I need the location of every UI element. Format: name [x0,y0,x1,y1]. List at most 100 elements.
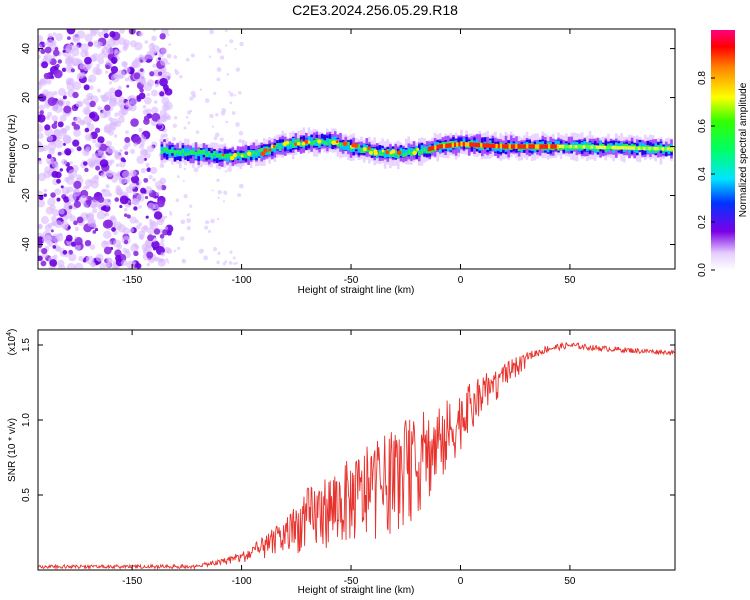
noise-point [189,204,193,208]
ridge-cell [370,148,374,153]
noise-point [146,167,152,172]
noise-point [92,139,97,144]
noise-point [124,178,130,184]
noise-point [38,159,43,165]
noise-point [74,226,79,232]
ridge-core [666,147,670,151]
ridge-cell [378,151,382,155]
noise-point [108,116,113,122]
ridge-hotspot [285,140,290,145]
noise-point [122,45,128,52]
ridge-cell [404,152,408,157]
noise-point [52,90,58,96]
noise-point [44,224,52,232]
ridge-core [464,142,468,147]
noise-point [51,161,59,169]
noise-point [114,151,123,160]
colorbar-tick-label: 0.4 [697,167,708,181]
noise-point [60,185,64,189]
ridge-core [482,143,485,148]
ridge-hotspot [246,151,252,156]
ridge-cell [199,152,203,161]
noise-point [56,178,61,184]
ridge-cell [425,149,429,154]
ridge-core [554,144,558,149]
noise-point [94,159,98,163]
spectrogram-x-axis: -150 -100 -50 0 50 [122,29,576,286]
noise-point [182,180,185,183]
ridge-core [429,146,433,151]
noise-point [85,151,89,155]
noise-point [154,83,159,88]
ridge-core [469,142,472,147]
noise-point [48,265,54,269]
noise-point [172,123,177,128]
ridge-cell [601,143,605,148]
noise-point [159,114,168,123]
ridge-cell [189,150,193,155]
noise-point [129,40,137,48]
spectrogram-x-label: Height of straight line (km) [298,285,415,296]
ridge-cell [194,153,198,160]
ridge-cell [588,147,592,151]
noise-point [140,187,147,194]
ridge-cell [199,149,203,155]
noise-point [157,71,163,76]
noise-point [164,88,173,96]
noise-point [72,81,82,91]
ridge-cell [207,151,211,155]
ridge-cell [221,154,224,159]
noise-point [44,166,52,174]
ridge-core [508,144,512,149]
noise-point [91,53,100,62]
noise-point [217,196,220,199]
noise-point [139,235,143,240]
noise-point [61,150,65,155]
noise-point [73,123,81,131]
noise-point [144,40,149,44]
noise-point [173,55,178,59]
noise-point [149,221,158,230]
noise-point [53,69,63,79]
noise-point [91,152,99,160]
ridge-cell [215,154,219,158]
noise-point [175,198,180,203]
noise-point [72,62,77,67]
snr-x-label: Height of straight line (km) [298,585,415,596]
ridge-core [552,144,555,149]
noise-point [164,108,168,112]
x-tick-label: -100 [232,275,252,286]
ridge-core [471,142,474,147]
ridge-core [534,144,538,149]
ridge-cell [186,152,190,156]
ridge-cell [160,150,164,155]
noise-point [104,104,111,111]
ridge-cell [446,145,450,152]
ridge-core [526,144,529,149]
noise-point [213,91,217,96]
ridge-core [449,143,452,148]
noise-point [183,194,188,199]
noise-point [129,182,136,190]
noise-point [168,43,172,47]
noise-point [167,62,171,65]
noise-point [123,207,128,212]
ridge-core [438,144,441,149]
ridge-cell [163,147,166,152]
noise-point [125,100,132,108]
noise-point [58,88,66,96]
noise-point [38,124,44,133]
noise-point [228,90,231,94]
noise-point [140,134,144,138]
noise-point [149,71,155,77]
ridge-cell [165,148,169,160]
noise-point [106,240,112,246]
noise-point [55,63,60,68]
ridge-core [473,142,477,148]
ridge-hotspot [268,148,272,152]
ridge-cell [289,142,292,149]
ridge-cell [365,146,369,152]
ridge-cell [226,153,229,159]
ridge-core [521,144,525,149]
